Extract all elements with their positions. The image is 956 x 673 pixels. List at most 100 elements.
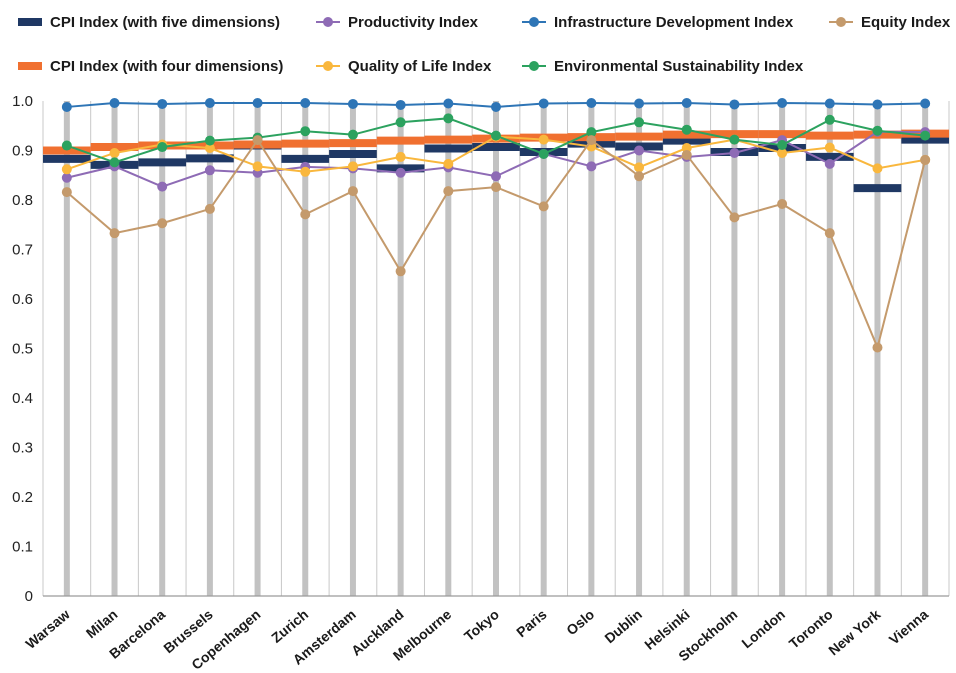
- equity-index-point-dublin: [634, 171, 645, 182]
- equity-index-point-auckland: [395, 266, 406, 277]
- productivity-index-point-warsaw: [61, 172, 72, 183]
- quality-of-life-index-point-toronto: [824, 142, 835, 153]
- equity-index-point-amsterdam: [347, 186, 358, 197]
- y-tick-label: 0.4: [12, 390, 33, 407]
- environmental-sustainability-index-point-toronto: [824, 114, 835, 125]
- x-tick-label-new-york: New York: [825, 606, 883, 659]
- quality-of-life-index-point-brussels: [204, 143, 215, 154]
- quality-of-life-index-point-warsaw: [61, 164, 72, 175]
- environmental-sustainability-index-point-melbourne: [443, 113, 454, 124]
- infrastructure-development-index-point-warsaw: [61, 101, 72, 112]
- y-tick-label: 0.1: [12, 539, 33, 556]
- environmental-sustainability-index-point-helsinki: [681, 124, 692, 135]
- equity-index-point-helsinki: [681, 149, 692, 160]
- quality-of-life-index-point-helsinki: [681, 143, 692, 154]
- y-tick-label: 0.7: [12, 242, 33, 259]
- y-tick-label: 0.2: [12, 489, 33, 506]
- equity-index-point-milan: [109, 228, 120, 239]
- environmental-sustainability-index-point-vienna: [920, 130, 931, 141]
- quality-of-life-index-point-milan: [109, 147, 120, 158]
- environmental-sustainability-index-point-stockholm: [729, 134, 740, 145]
- x-tick-label-zurich: Zurich: [268, 606, 311, 646]
- legend-swatch-cpi-index-with-five-dimensions: [18, 18, 42, 26]
- grid: [42, 101, 950, 596]
- infrastructure-development-index-point-vienna: [920, 98, 931, 109]
- equity-index-point-vienna: [920, 154, 931, 165]
- productivity-index-point-tokyo: [491, 171, 501, 182]
- legend-label-cpi-index-with-five-dimensions: CPI Index (with five dimensions): [50, 14, 280, 31]
- y-tick-label: 0: [25, 588, 33, 605]
- equity-index-point-new-york: [872, 342, 883, 353]
- legend-label-equity-index: Equity Index: [861, 14, 951, 31]
- legend-label-productivity-index: Productivity Index: [348, 14, 479, 31]
- environmental-sustainability-index-point-milan: [109, 157, 120, 168]
- infrastructure-development-index-point-amsterdam: [347, 98, 358, 109]
- legend-swatch-marker-productivity-index: [323, 17, 333, 27]
- quality-of-life-index-point-copenhagen: [252, 161, 263, 172]
- legend-label-environmental-sustainability-index: Environmental Sustainability Index: [554, 58, 804, 75]
- x-tick-label-milan: Milan: [83, 606, 121, 641]
- quality-of-life-index-point-zurich: [300, 166, 311, 177]
- infrastructure-development-index-point-oslo: [586, 97, 597, 108]
- quality-of-life-index-point-paris: [538, 134, 549, 145]
- legend-swatch-marker-equity-index: [836, 17, 846, 27]
- infrastructure-development-index-point-copenhagen: [252, 97, 263, 108]
- equity-index-point-toronto: [824, 228, 835, 239]
- quality-of-life-index-point-auckland: [395, 151, 406, 162]
- infrastructure-development-index-point-helsinki: [681, 97, 692, 108]
- x-tick-label-warsaw: Warsaw: [22, 606, 73, 652]
- equity-index-point-melbourne: [443, 186, 454, 197]
- x-tick-label-dublin: Dublin: [601, 606, 645, 646]
- equity-index-point-zurich: [300, 209, 311, 220]
- y-tick-label: 1.0: [12, 93, 33, 110]
- equity-index-point-paris: [538, 201, 549, 212]
- quality-of-life-index-point-new-york: [872, 163, 883, 174]
- equity-index-point-warsaw: [61, 187, 72, 198]
- environmental-sustainability-index-point-barcelona: [157, 142, 168, 153]
- environmental-sustainability-index-point-zurich: [300, 126, 311, 137]
- quality-of-life-index-point-dublin: [634, 162, 645, 173]
- productivity-index-point-stockholm: [729, 147, 740, 158]
- productivity-index-point-dublin: [634, 145, 645, 156]
- legend-label-quality-of-life-index: Quality of Life Index: [348, 58, 492, 75]
- productivity-index-point-oslo: [586, 161, 597, 172]
- environmental-sustainability-index-point-dublin: [634, 117, 645, 128]
- x-tick-label-tokyo: Tokyo: [461, 606, 502, 644]
- x-tick-label-paris: Paris: [513, 606, 550, 640]
- line-series: [61, 97, 931, 353]
- productivity-index-point-brussels: [204, 165, 215, 176]
- y-tick-label: 0.3: [12, 440, 33, 457]
- environmental-sustainability-index-point-oslo: [586, 127, 597, 138]
- equity-index-point-barcelona: [157, 218, 168, 229]
- environmental-sustainability-index-point-tokyo: [491, 130, 501, 141]
- y-axis: 0 0.1 0.2 0.3 0.4 0.5 0.6 0.7 0.8 0.9 1.0: [12, 93, 33, 605]
- infrastructure-development-index-point-auckland: [395, 99, 406, 110]
- environmental-sustainability-index-point-london: [777, 140, 788, 151]
- productivity-index-point-barcelona: [157, 181, 168, 192]
- y-tick-label: 0.6: [12, 291, 33, 308]
- legend-swatch-marker-quality-of-life-index: [323, 61, 333, 71]
- productivity-index-point-toronto: [824, 158, 835, 169]
- equity-index-point-brussels: [204, 203, 215, 214]
- equity-index-point-copenhagen: [252, 135, 263, 146]
- legend-label-infrastructure-development-index: Infrastructure Development Index: [554, 14, 794, 31]
- productivity-index-point-auckland: [395, 167, 406, 178]
- y-tick-label: 0.9: [12, 143, 33, 160]
- quality-of-life-index-point-amsterdam: [347, 161, 358, 172]
- infrastructure-development-index-point-paris: [538, 98, 549, 109]
- x-tick-label-oslo: Oslo: [563, 606, 597, 638]
- x-tick-label-london: London: [738, 606, 788, 651]
- equity-index-point-oslo: [586, 135, 597, 146]
- equity-index-point-london: [777, 198, 788, 209]
- x-tick-label-vienna: Vienna: [886, 606, 931, 648]
- environmental-sustainability-index-point-amsterdam: [347, 129, 358, 140]
- infrastructure-development-index-point-stockholm: [729, 99, 740, 110]
- infrastructure-development-index-point-barcelona: [157, 98, 168, 109]
- infrastructure-development-index-point-london: [777, 97, 788, 108]
- legend-label-cpi-index-with-four-dimensions: CPI Index (with four dimensions): [50, 58, 283, 75]
- quality-of-life-index-point-melbourne: [443, 158, 454, 169]
- environmental-sustainability-index-point-new-york: [872, 125, 883, 136]
- legend: CPI Index (with five dimensions) CPI Inde…: [18, 14, 951, 75]
